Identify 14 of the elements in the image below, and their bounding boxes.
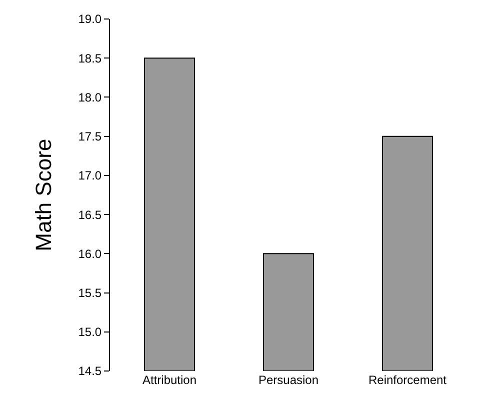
y-tick-label: 15.0 <box>78 325 102 340</box>
x-tick-label: Persuasion <box>258 373 319 387</box>
y-tick-label: 14.5 <box>78 364 102 378</box>
y-tick-label: 16.5 <box>78 208 102 222</box>
x-tick-label: Reinforcement <box>368 373 448 387</box>
x-tick-label: Attribution <box>142 373 197 387</box>
y-tick-label: 19.0 <box>78 12 102 26</box>
y-tick-label: 16.0 <box>78 246 102 261</box>
y-tick-label: 17.0 <box>78 168 102 183</box>
y-tick-label: 18.5 <box>78 51 102 66</box>
y-tick-label: 15.5 <box>78 286 102 300</box>
y-tick-label: 18.0 <box>78 90 102 104</box>
y-tick-label: 17.5 <box>78 130 102 144</box>
y-axis-title: Math Score <box>31 138 56 252</box>
